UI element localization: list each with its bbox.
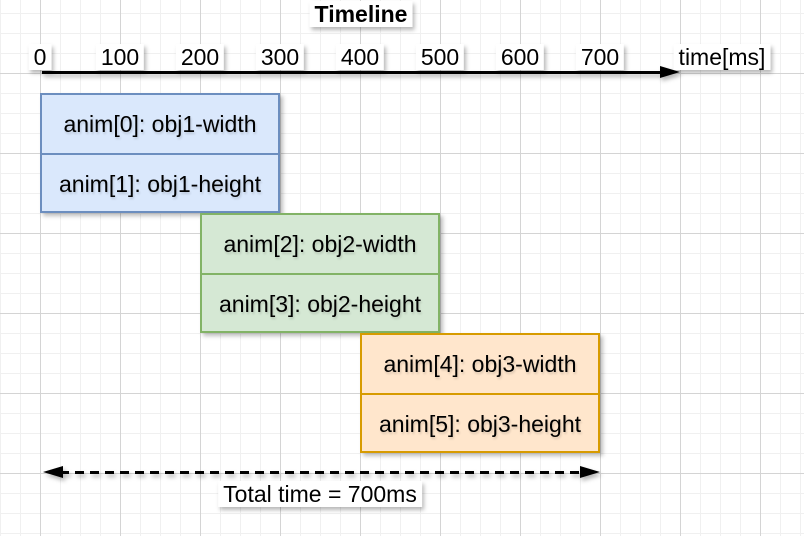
bar-anim4: anim[4]: obj3-width bbox=[383, 350, 577, 377]
axis-tick-0: 0 bbox=[28, 44, 52, 70]
arrow-left-head-icon bbox=[43, 466, 63, 478]
axis-tick-1: 100 bbox=[95, 44, 145, 70]
axis-tick-2: 200 bbox=[175, 44, 225, 70]
bar-anim5: anim[5]: obj3-height bbox=[362, 393, 598, 453]
axis-unit-label: time[ms] bbox=[673, 44, 771, 70]
dashed-line bbox=[60, 471, 582, 474]
bar-anim1: anim[1]: obj1-height bbox=[42, 153, 278, 213]
track-obj1: anim[0]: obj1-width anim[1]: obj1-height bbox=[40, 93, 280, 213]
axis-tick-7: 700 bbox=[575, 44, 625, 70]
axis-tick-6: 600 bbox=[495, 44, 545, 70]
axis-tick-5: 500 bbox=[415, 44, 465, 70]
total-time-label: Total time = 700ms bbox=[218, 481, 422, 507]
diagram-title: Timeline bbox=[309, 1, 413, 27]
bar-anim2: anim[2]: obj2-width bbox=[223, 230, 417, 257]
track-obj2: anim[2]: obj2-width anim[3]: obj2-height bbox=[200, 213, 440, 333]
bar-anim0: anim[0]: obj1-width bbox=[63, 110, 257, 137]
arrow-right-head-icon bbox=[580, 466, 600, 478]
axis-line bbox=[42, 71, 662, 74]
track-obj3: anim[4]: obj3-width anim[5]: obj3-height bbox=[360, 333, 600, 453]
axis-tick-3: 300 bbox=[255, 44, 305, 70]
bar-anim3: anim[3]: obj2-height bbox=[202, 273, 438, 333]
axis-tick-4: 400 bbox=[335, 44, 385, 70]
